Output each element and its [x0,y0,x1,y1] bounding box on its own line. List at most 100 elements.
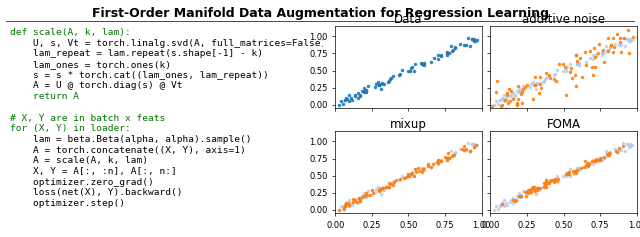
Point [591,160,602,163]
Point [622,37,632,41]
Point [386,181,396,185]
Point [624,51,634,55]
Point [433,162,443,166]
Point [604,152,614,156]
Point [459,43,469,46]
Point [584,161,595,165]
Point [514,89,524,93]
Point [341,96,351,100]
Point [522,83,532,87]
Point [620,44,630,47]
Point [573,167,583,171]
Point [621,142,632,146]
Point [447,154,457,158]
Point [368,191,378,195]
Point [444,156,454,160]
Point [338,207,348,211]
Point [492,90,502,94]
Point [371,187,381,191]
Point [359,86,369,90]
Point [624,145,634,148]
Point [375,187,385,191]
Point [417,167,428,171]
Point [512,103,522,107]
Point [529,187,540,191]
Point [541,178,552,182]
Point [601,44,611,48]
Point [580,163,591,167]
Point [417,168,428,171]
Point [442,50,452,54]
Point [417,166,427,170]
Point [603,36,613,40]
Point [465,149,476,153]
Point [502,98,512,102]
Point [403,69,413,73]
Point [588,53,598,57]
Point [625,37,635,41]
Point [348,197,358,201]
Point [554,62,564,66]
Point [495,99,505,102]
Point [344,203,355,207]
Point [515,195,525,198]
Point [540,77,550,81]
Point [549,73,559,77]
Point [334,208,344,212]
Point [499,93,509,97]
Point [359,191,369,195]
Point [610,42,620,46]
Point [577,76,587,79]
Point [598,51,609,55]
Point [446,44,456,48]
Point [516,90,527,94]
Point [444,156,454,160]
Point [340,204,350,207]
Point [508,96,518,100]
Point [605,46,615,49]
Point [520,190,531,194]
Point [558,69,568,73]
Point [614,148,624,152]
Text: def scale(A, k, lam):: def scale(A, k, lam): [10,28,131,37]
Point [543,179,553,182]
Point [539,185,549,188]
Point [589,160,600,163]
Point [433,158,443,162]
Point [570,170,580,173]
Point [440,155,451,159]
Point [584,49,595,53]
Point [605,151,616,155]
Point [467,142,477,146]
Point [495,204,505,208]
Point [546,178,556,182]
Point [525,190,535,194]
Point [527,187,537,190]
Point [593,51,603,55]
Point [388,74,398,77]
Point [339,205,349,209]
Point [534,186,545,190]
Point [403,175,413,178]
Point [628,35,638,39]
Point [571,53,581,57]
Point [334,208,344,212]
Point [465,44,476,47]
Point [497,97,508,101]
Point [550,177,560,181]
Point [342,202,353,206]
Point [467,37,477,41]
Point [603,49,613,53]
Point [433,158,443,162]
Point [604,153,614,157]
Point [497,201,507,205]
Point [365,193,375,197]
Point [429,56,440,60]
Point [359,194,369,198]
Point [497,96,507,100]
Point [588,162,598,166]
Point [591,55,602,58]
Point [460,147,470,151]
Point [376,192,386,196]
Point [407,170,417,174]
